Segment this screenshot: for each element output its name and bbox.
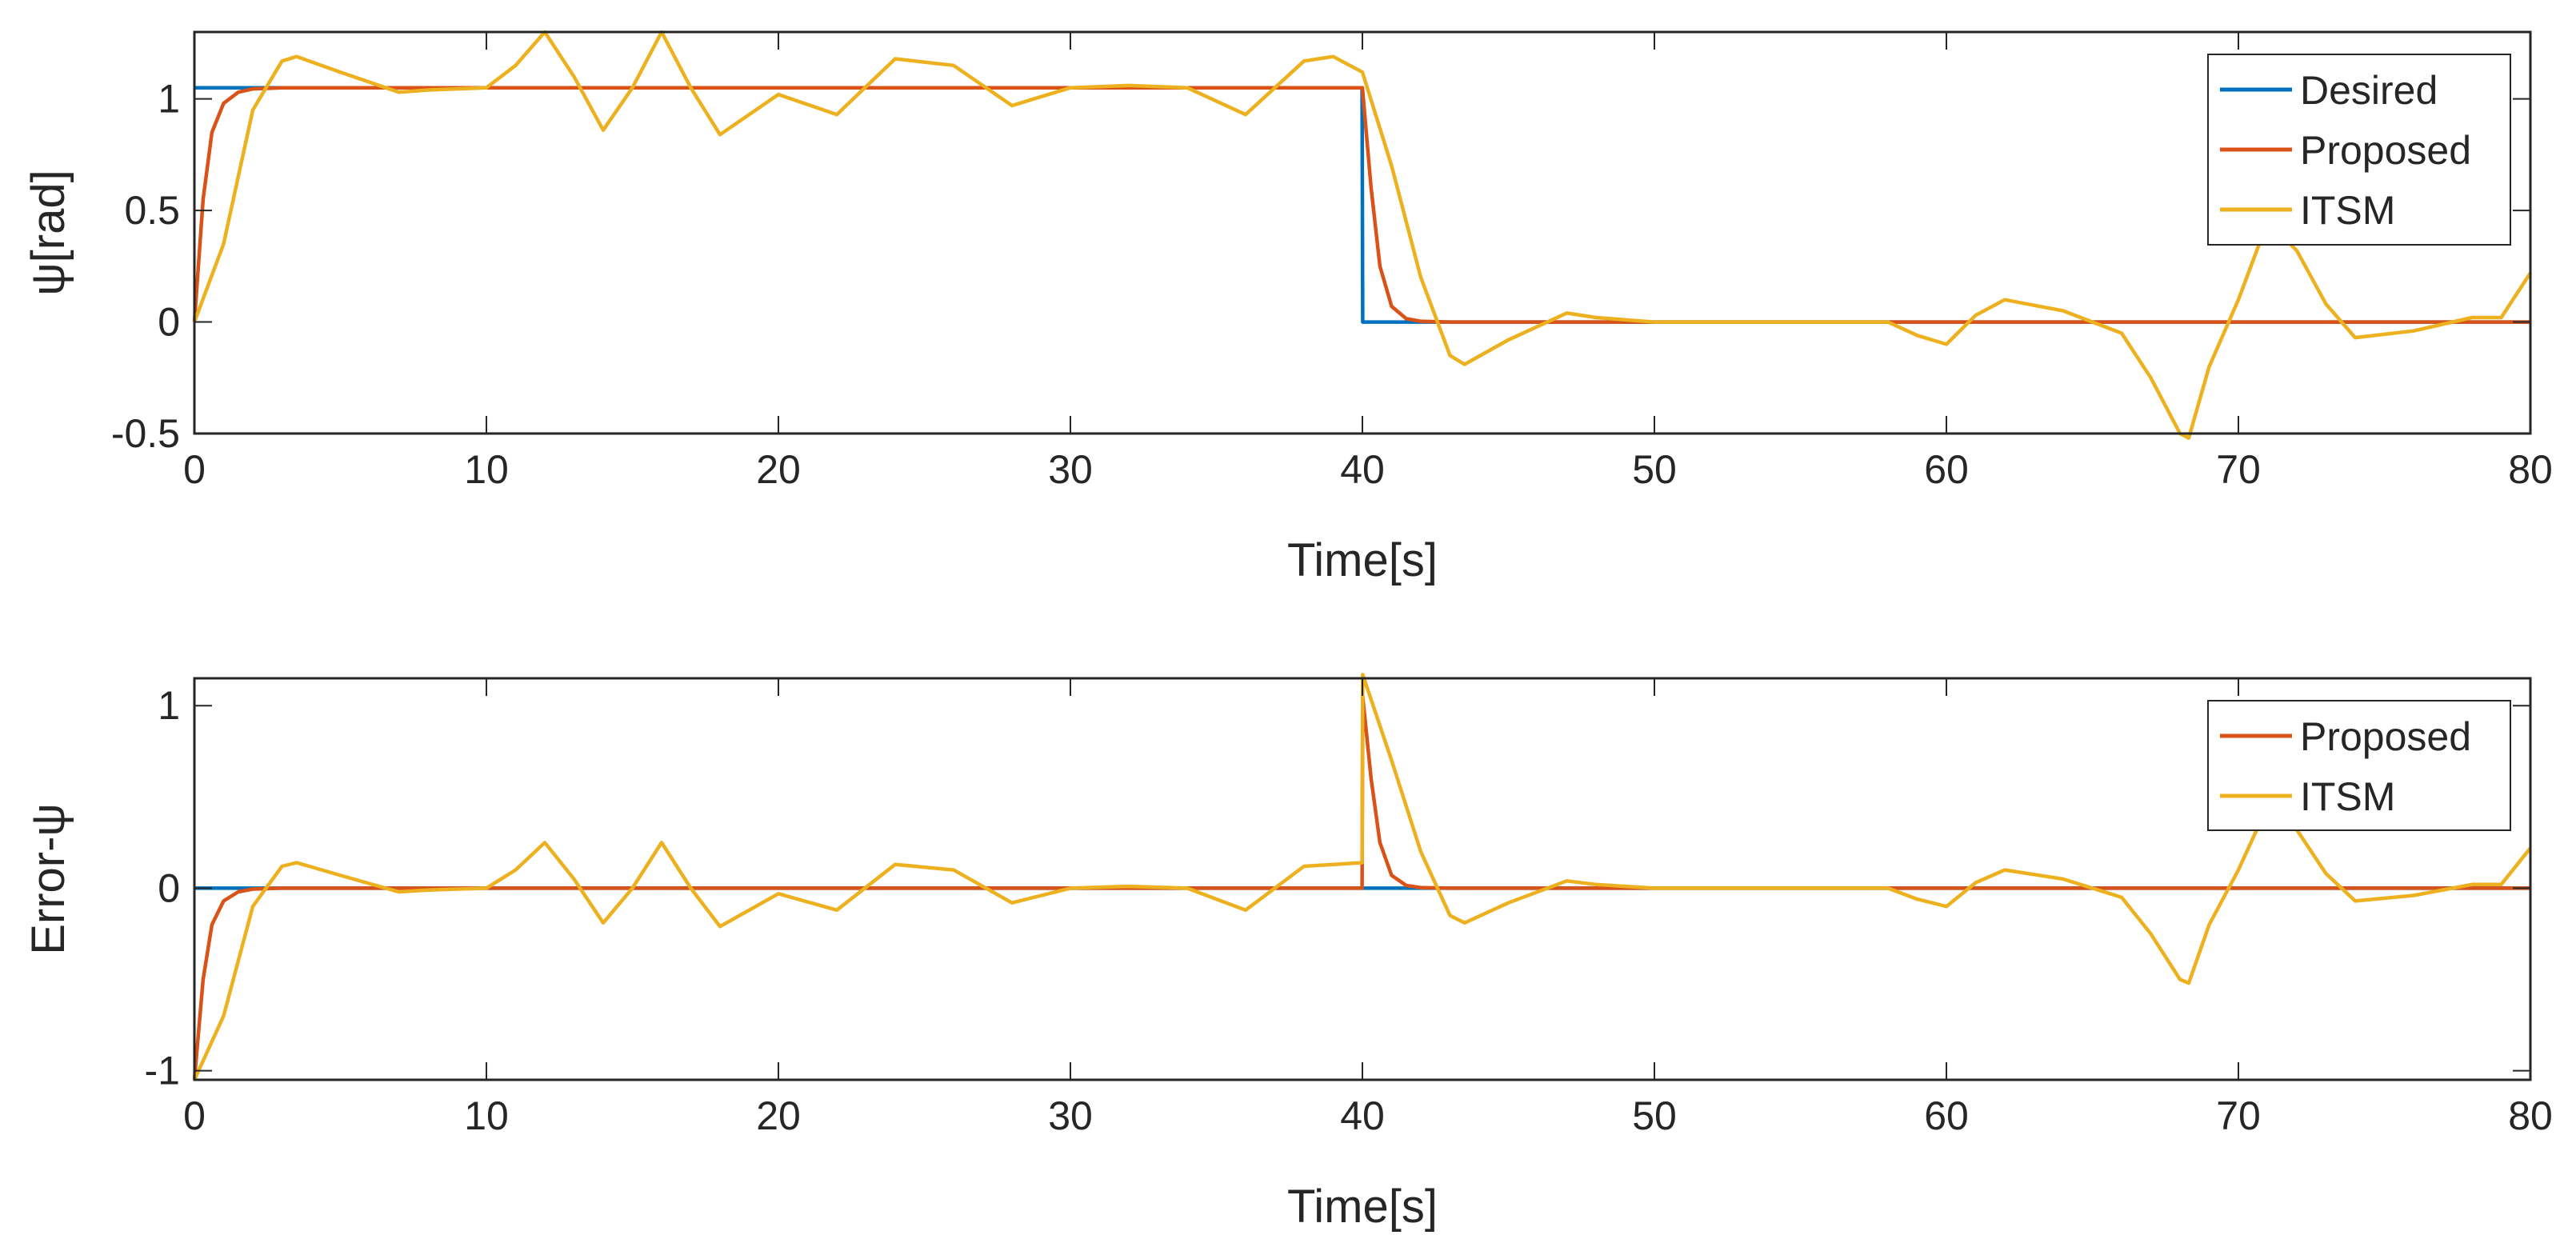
x-tick-label: 20 bbox=[756, 447, 801, 492]
bottom-plot-legend-box bbox=[2207, 700, 2511, 831]
x-tick-label: 50 bbox=[1632, 447, 1677, 492]
x-tick-label: 40 bbox=[1340, 447, 1385, 492]
x-tick-label: 50 bbox=[1632, 1093, 1677, 1138]
y-tick-label: 0 bbox=[158, 300, 180, 345]
x-tick-label: 70 bbox=[2216, 447, 2261, 492]
series-line-desired bbox=[194, 86, 2530, 324]
legend-proposed-label: Proposed bbox=[2300, 714, 2471, 759]
bottom-plot-series bbox=[192, 673, 2532, 1081]
y-tick-label: 1 bbox=[158, 683, 180, 728]
x-tick-label: 60 bbox=[1924, 1093, 1969, 1138]
x-tick-label: 10 bbox=[464, 447, 509, 492]
series-line-itsm bbox=[192, 673, 2532, 1081]
series-line-itsm bbox=[192, 30, 2532, 440]
x-tick-label: 80 bbox=[2508, 447, 2553, 492]
y-tick-label: 1 bbox=[158, 77, 180, 122]
top-plot: 0 10 20 30 40 50 60 70 80-0.500.51 Time[s] ψ[rad… bbox=[22, 30, 2553, 586]
legend-itsm-label: ITSM bbox=[2300, 188, 2395, 233]
x-tick-label: 70 bbox=[2216, 1093, 2261, 1138]
legend-desired-label: Desired bbox=[2300, 68, 2438, 113]
legend-proposed-label: Proposed bbox=[2300, 128, 2471, 173]
x-tick-label: 30 bbox=[1048, 447, 1093, 492]
x-tick-label: 20 bbox=[756, 1093, 801, 1138]
top-plot-series bbox=[192, 30, 2532, 440]
y-tick-label: 0 bbox=[158, 865, 180, 910]
x-tick-label: 40 bbox=[1340, 1093, 1385, 1138]
top-plot-xlabel: Time[s] bbox=[1287, 534, 1438, 586]
x-tick-label: 0 bbox=[183, 1093, 206, 1138]
bottom-plot-ticks: 0 10 20 30 40 50 60 70 80-101 bbox=[145, 678, 2553, 1138]
legend-itsm-label: ITSM bbox=[2300, 774, 2395, 819]
bottom-plot-xlabel: Time[s] bbox=[1287, 1181, 1438, 1233]
bottom-plot: 0 10 20 30 40 50 60 70 80-101 Time[s] Error-ψ Pr… bbox=[22, 673, 2553, 1233]
top-plot-ticks: 0 10 20 30 40 50 60 70 80-0.500.51 bbox=[111, 32, 2553, 492]
x-tick-label: 80 bbox=[2508, 1093, 2553, 1138]
y-tick-label: -0.5 bbox=[111, 411, 180, 456]
y-tick-label: -1 bbox=[145, 1049, 180, 1093]
x-tick-label: 0 bbox=[183, 447, 206, 492]
bottom-plot-ylabel: Error-ψ bbox=[22, 803, 74, 955]
x-tick-label: 30 bbox=[1048, 1093, 1093, 1138]
bottom-plot-legend: Proposed ITSM bbox=[2207, 700, 2511, 831]
top-plot-ylabel: ψ[rad] bbox=[22, 170, 74, 295]
series-line-proposed bbox=[192, 86, 2530, 324]
y-tick-label: 0.5 bbox=[124, 188, 180, 233]
x-tick-label: 10 bbox=[464, 1093, 509, 1138]
top-plot-legend: Desired Proposed ITSM bbox=[2207, 54, 2511, 246]
x-tick-label: 60 bbox=[1924, 447, 1969, 492]
